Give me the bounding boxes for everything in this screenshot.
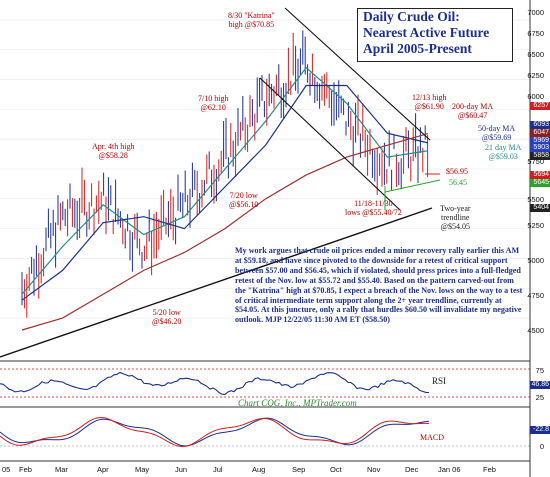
dec-high-annotation: 12/13 high @$61.90 <box>412 93 446 111</box>
may-low-line2: @$46.20 <box>152 317 182 326</box>
x-tick-jul: Jul <box>213 465 223 474</box>
y-tick-6750: 6750 <box>527 29 544 38</box>
nov-lows-annotation: 11/18-11/30 lows @$55.40/72 <box>345 199 402 217</box>
rsi-line <box>0 371 430 395</box>
ma50-line2: @$59.69 <box>481 133 512 142</box>
x-tick-mar: Mar <box>55 465 68 474</box>
trendline-line3: @$54.05 <box>440 222 470 231</box>
apr-high-line1: Apr. 4th high <box>92 142 135 151</box>
x-tick-feb: Feb <box>19 465 32 474</box>
x-tick-jan06: Jan 06 <box>438 465 461 474</box>
price-tag-5969: 5969 <box>530 137 550 145</box>
jul-high-line2: @62.10 <box>200 103 226 112</box>
trendline-annotation: Two-year trendline @$54.05 <box>440 204 471 231</box>
rsi-tick-25: 25 <box>535 393 544 402</box>
ma200-annotation: 200-day MA @$60.47 <box>452 102 493 120</box>
ma-line-50-day-ma <box>21 84 429 301</box>
y-tick-6250: 6250 <box>527 71 544 80</box>
dec-high-line2: @$61.90 <box>414 102 444 111</box>
may-low-annotation: 5/20 low @$46.20 <box>152 308 181 326</box>
channel-lower-line <box>259 77 401 211</box>
ma21-line2: @$59.03 <box>488 152 518 161</box>
support1-annotation: $56.95 <box>446 167 468 176</box>
apr-high-annotation: Apr. 4th high @$58.28 <box>92 142 134 160</box>
y-tick-5750: 5750 <box>527 157 544 166</box>
x-tick-aug: Aug <box>252 465 266 474</box>
x-tick-oct: Oct <box>330 465 342 474</box>
ma21-annotation: 21 day MA @$59.03 <box>485 143 521 161</box>
chart-title-box: Daily Crude Oil: Nearest Active Future A… <box>357 8 513 62</box>
x-tick-nov: Nov <box>367 465 381 474</box>
x-tick-jun: Jun <box>175 465 188 474</box>
y-tick-5000: 5000 <box>527 256 544 265</box>
macd-label: MACD <box>420 433 445 442</box>
macd-value-tag: -22.8 <box>530 426 550 434</box>
ma50-annotation: 50-day MA @$59.69 <box>478 124 515 142</box>
y-tick-4500: 4500 <box>527 326 544 335</box>
ma-line-200-day-ma <box>21 133 429 331</box>
price-tag-5404: 5404 <box>530 204 550 212</box>
katrina-line2: high @$70.85 <box>228 20 275 29</box>
may-low-line1: 5/20 low <box>152 308 181 317</box>
x-tick-feb06: Feb <box>483 465 496 474</box>
price-tag-5694: 5694 <box>530 171 550 179</box>
two-year-trendline <box>0 207 433 358</box>
jul-high-annotation: 7/10 high @62.10 <box>198 94 228 112</box>
rsi-value-tag: 46.86 <box>530 381 550 389</box>
jul-low-line2: @$56.10 <box>229 200 259 209</box>
price-tag-5903: 5903 <box>530 144 550 152</box>
dec-high-line1: 12/13 high <box>412 93 447 102</box>
x-tick-apr: Apr <box>97 465 109 474</box>
support-line <box>384 179 441 193</box>
jul-high-line1: 7/10 high <box>198 94 229 103</box>
katrina-high-annotation: 8/30 "Katrina" high @$70.85 <box>228 11 275 29</box>
x-tick-may: May <box>135 465 150 474</box>
apr-high-line2: @$58.28 <box>98 151 128 160</box>
rsi-tick-75: 75 <box>535 366 544 375</box>
support2-annotation: 56.45 <box>449 178 467 187</box>
nov-lows-line1: 11/18-11/30 <box>354 199 393 208</box>
katrina-line1: 8/30 "Katrina" <box>228 11 275 20</box>
ma200-line2: @$60.47 <box>457 111 488 120</box>
y-tick-5500: 5500 <box>527 195 544 204</box>
ma21-line1: 21 day MA <box>485 143 522 152</box>
price-tag-5858: 5858 <box>530 152 550 160</box>
y-tick-6500: 6500 <box>527 50 544 59</box>
chart-title-line2: Nearest Active Future <box>363 25 490 40</box>
price-tag-6047: 6047 <box>530 129 550 137</box>
macd-line <box>0 417 430 447</box>
macd-signal-line <box>0 416 430 448</box>
price-tag-5645: 5645 <box>530 179 550 187</box>
chart-title-line3: April 2005-Present <box>363 41 472 56</box>
ma-line-21-day-ma <box>21 66 429 295</box>
x-tick-05: 05 <box>2 465 11 474</box>
y-tick-7000: 7000 <box>527 8 544 17</box>
trendline-line1: Two-year <box>440 204 471 213</box>
y-tick-5250: 5250 <box>527 221 544 230</box>
nov-lows-line2: lows @$55.40/72 <box>345 208 402 217</box>
chart-title-line1: Daily Crude Oil: <box>363 9 460 24</box>
macd-tick-0: 0 <box>539 442 544 451</box>
ma200-line1: 200-day MA <box>452 102 494 111</box>
y-tick-6000: 6000 <box>527 92 544 101</box>
trendline-line2: trendline <box>441 213 470 222</box>
ma50-line1: 50-day MA <box>478 124 516 133</box>
price-tag-6093: 6093 <box>530 121 550 129</box>
jul-low-annotation: 7/20 low @$56.10 <box>229 191 258 209</box>
chart-credit: Chart CQG, Inc., MPTrader.com <box>238 398 357 408</box>
x-tick-dec: Dec <box>405 465 419 474</box>
y-tick-4750: 4750 <box>527 291 544 300</box>
jul-low-line1: 7/20 low <box>229 191 258 200</box>
analyst-commentary: My work argues that crude oil prices end… <box>235 246 523 325</box>
rsi-label: RSI <box>432 376 447 386</box>
channel-upper-line <box>284 7 431 141</box>
price-tag-6257: 6257 <box>530 102 550 110</box>
x-tick-sep: Sep <box>292 465 306 474</box>
